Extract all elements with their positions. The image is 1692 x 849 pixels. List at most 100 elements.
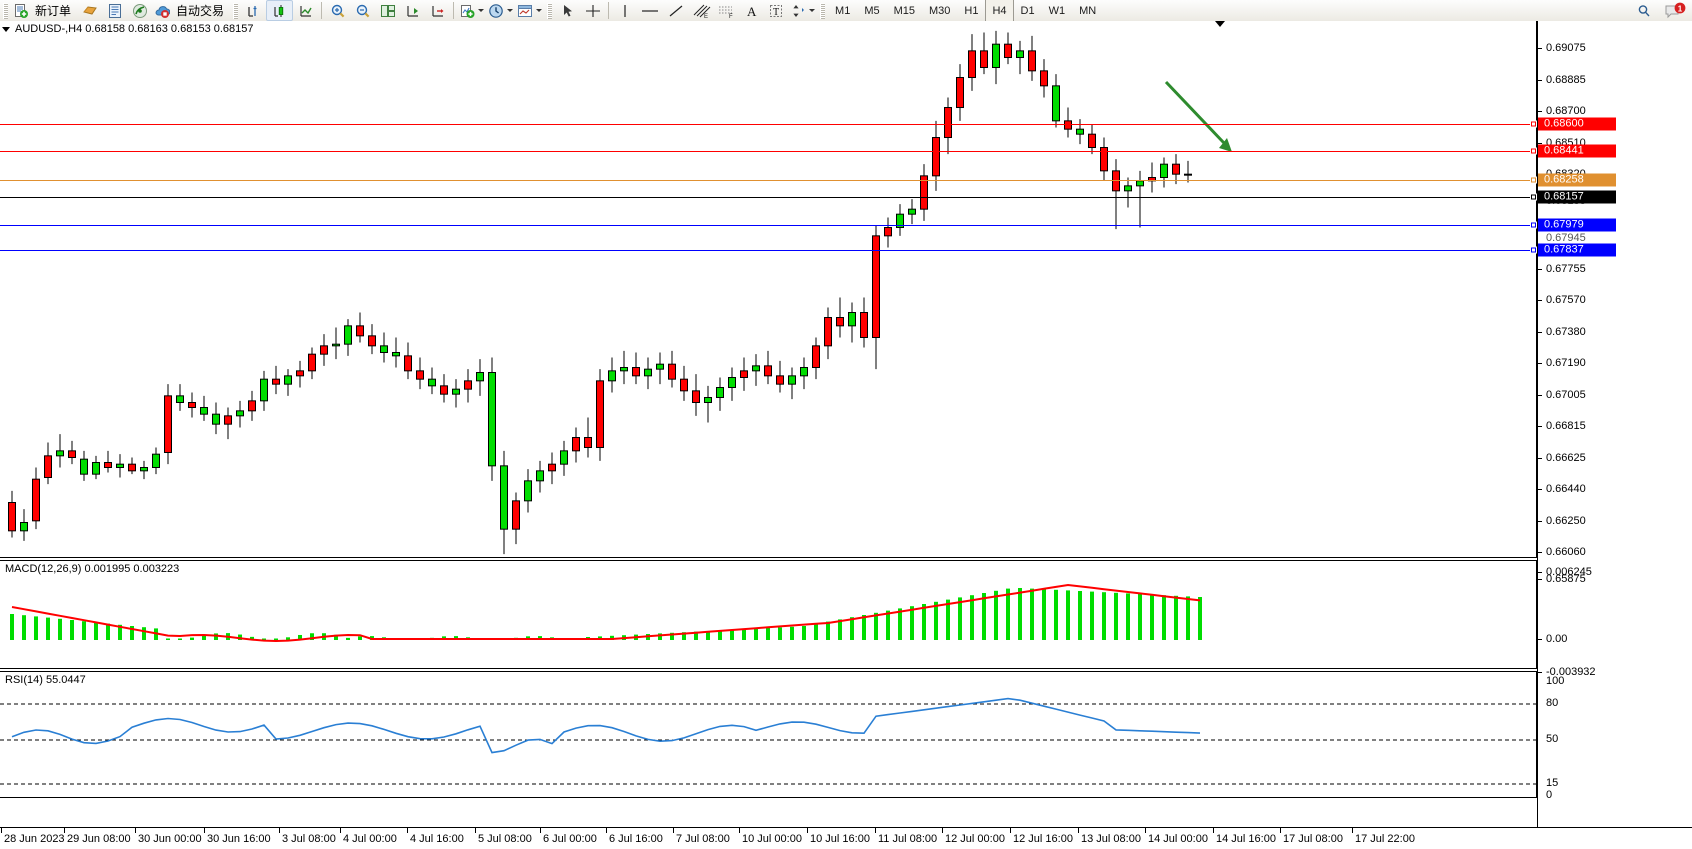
timeframe-mn[interactable]: MN bbox=[1079, 4, 1097, 17]
price-tick-label: 0.66625 bbox=[1546, 452, 1586, 464]
tile-windows-button[interactable] bbox=[375, 1, 400, 20]
zoom-out-button[interactable] bbox=[350, 1, 375, 20]
chart-header: AUDUSD-,H4 0.68158 0.68163 0.68153 0.681… bbox=[2, 23, 254, 35]
toolbar-grip-3[interactable] bbox=[547, 2, 553, 19]
time-axis-label: 14 Jul 16:00 bbox=[1216, 833, 1276, 845]
timeframe-m15[interactable]: M15 bbox=[893, 4, 915, 17]
timeframe-m1[interactable]: M1 bbox=[835, 4, 851, 17]
level-line-pivot[interactable] bbox=[0, 180, 1537, 181]
chevron-down-icon-4[interactable] bbox=[809, 9, 816, 12]
trend-line-tool[interactable] bbox=[663, 1, 688, 20]
level-handle-pivot[interactable] bbox=[1530, 176, 1537, 184]
price-tick-label: 0.67380 bbox=[1546, 326, 1586, 338]
level-handle-resistance-1[interactable] bbox=[1530, 120, 1537, 128]
level-handle-support-2[interactable] bbox=[1530, 246, 1537, 254]
crosshair-tool[interactable] bbox=[580, 1, 605, 20]
price-tick bbox=[1538, 579, 1542, 580]
price-tick bbox=[1538, 48, 1542, 49]
level-line-support-2[interactable] bbox=[0, 250, 1537, 251]
line-chart-button[interactable] bbox=[293, 1, 318, 20]
level-price-label-resistance-1[interactable]: 0.68600 bbox=[1538, 117, 1616, 131]
auto-scroll-button[interactable] bbox=[425, 1, 450, 20]
timeframe-w1[interactable]: W1 bbox=[1048, 4, 1066, 17]
level-price-label-support-2[interactable]: 0.67837 bbox=[1538, 243, 1616, 257]
timeframe-h1[interactable]: H1 bbox=[964, 4, 979, 17]
templates-button[interactable] bbox=[515, 1, 544, 20]
search-icon[interactable] bbox=[1631, 1, 1656, 20]
horizontal-line-tool[interactable] bbox=[637, 1, 663, 20]
rsi-axis-label: 80 bbox=[1546, 697, 1559, 709]
bar-chart-button[interactable] bbox=[241, 1, 266, 20]
candlestick-chart-button[interactable] bbox=[266, 0, 294, 21]
chart-symbol-info: AUDUSD-,H4 0.68158 0.68163 0.68153 0.681… bbox=[15, 23, 254, 35]
auto-trading-label: 自动交易 bbox=[176, 4, 225, 18]
time-axis-tick bbox=[64, 828, 65, 833]
level-handle-resistance-2[interactable] bbox=[1530, 147, 1537, 155]
chevron-down-icon-3[interactable] bbox=[536, 9, 543, 12]
time-axis-tick bbox=[407, 828, 408, 833]
time-axis-label: 4 Jul 00:00 bbox=[343, 833, 397, 845]
price-tick bbox=[1538, 111, 1542, 112]
navigator-button[interactable] bbox=[127, 1, 152, 20]
notifications-icon[interactable]: 1 bbox=[1662, 1, 1688, 20]
price-panel[interactable] bbox=[0, 21, 1537, 558]
toolbar-separator-2 bbox=[453, 2, 455, 19]
time-scale[interactable]: 28 Jun 2023 29 Jun 08:00 30 Jun 00:00 30 Ju… bbox=[0, 827, 1692, 849]
level-handle-last-price[interactable] bbox=[1530, 193, 1537, 201]
level-line-resistance-2[interactable] bbox=[0, 151, 1537, 152]
level-line-support-1[interactable] bbox=[0, 225, 1537, 226]
period-button[interactable] bbox=[486, 1, 515, 20]
time-axis-tick bbox=[540, 828, 541, 833]
add-indicator-button[interactable] bbox=[457, 1, 486, 20]
time-axis-label: 4 Jul 16:00 bbox=[410, 833, 464, 845]
chart-area[interactable]: AUDUSD-,H4 0.68158 0.68163 0.68153 0.681… bbox=[0, 21, 1692, 849]
time-axis-tick bbox=[1, 828, 2, 833]
level-price-label-support-1[interactable]: 0.67979 bbox=[1538, 218, 1616, 232]
time-axis-label: 30 Jun 16:00 bbox=[207, 833, 271, 845]
level-price-label-pivot[interactable]: 0.68258 bbox=[1538, 173, 1616, 187]
time-axis-tick bbox=[606, 828, 607, 833]
new-order-button[interactable]: 新订单 bbox=[11, 1, 77, 20]
arrows-tool[interactable] bbox=[788, 1, 817, 20]
svg-text:F: F bbox=[729, 14, 733, 19]
vertical-line-tool[interactable] bbox=[612, 1, 637, 20]
price-tick bbox=[1538, 332, 1542, 333]
macd-panel[interactable]: MACD(12,26,9) 0.001995 0.003223 bbox=[0, 560, 1537, 669]
timeframe-d1[interactable]: D1 bbox=[1020, 4, 1035, 17]
price-tick bbox=[1538, 395, 1542, 396]
data-window-button[interactable] bbox=[102, 1, 127, 20]
time-axis-label: 6 Jul 16:00 bbox=[609, 833, 663, 845]
toolbar-grip-2[interactable] bbox=[233, 2, 239, 19]
text-tool[interactable]: A bbox=[738, 1, 763, 20]
text-label-tool[interactable]: T bbox=[763, 1, 788, 20]
market-watch-button[interactable] bbox=[77, 1, 102, 20]
toolbar-grip-4[interactable] bbox=[820, 2, 826, 19]
toolbar-grip[interactable] bbox=[3, 2, 8, 19]
time-axis-label: 12 Jul 00:00 bbox=[945, 833, 1005, 845]
level-line-last-price[interactable] bbox=[0, 197, 1537, 198]
timeframe-h4[interactable]: H4 bbox=[985, 0, 1014, 22]
timeframe-m30[interactable]: M30 bbox=[929, 4, 951, 17]
time-axis-label: 10 Jul 00:00 bbox=[742, 833, 802, 845]
price-tick-label: 0.67755 bbox=[1546, 263, 1586, 275]
time-axis-tick bbox=[1010, 828, 1011, 833]
time-axis-label: 13 Jul 08:00 bbox=[1081, 833, 1141, 845]
cursor-tool[interactable] bbox=[555, 1, 580, 20]
chevron-down-icon-2[interactable] bbox=[507, 9, 514, 12]
level-handle-support-1[interactable] bbox=[1530, 221, 1537, 229]
level-price-label-resistance-2[interactable]: 0.68441 bbox=[1538, 144, 1616, 158]
level-price-label-last-price[interactable]: 0.68157 bbox=[1538, 190, 1616, 204]
chevron-down-icon[interactable] bbox=[478, 9, 485, 12]
equidistant-channel-tool[interactable]: E bbox=[688, 1, 713, 20]
level-line-resistance-1[interactable] bbox=[0, 124, 1537, 125]
macd-axis-tick bbox=[1538, 572, 1542, 573]
chart-shift-button[interactable] bbox=[400, 1, 425, 20]
fibonacci-tool[interactable]: F bbox=[713, 1, 738, 20]
price-scale[interactable]: 0.690750.688850.687000.685100.683200.677… bbox=[1537, 21, 1692, 827]
rsi-panel[interactable]: RSI(14) 55.0447 bbox=[0, 671, 1537, 798]
zoom-in-button[interactable] bbox=[325, 1, 350, 20]
timeframe-m5[interactable]: M5 bbox=[864, 4, 880, 17]
time-axis-label: 17 Jul 22:00 bbox=[1355, 833, 1415, 845]
auto-trading-button[interactable]: 自动交易 bbox=[152, 1, 230, 20]
chart-menu-icon[interactable] bbox=[2, 26, 10, 32]
